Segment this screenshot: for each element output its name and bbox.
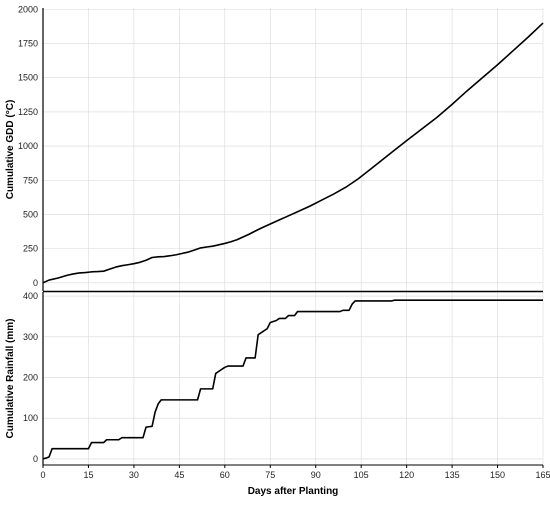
gdd-panel: 0 250 500 750 1000 1250 1500 1750 2000 Cumulative… bbox=[5, 4, 544, 291]
x-tick-label: 15 bbox=[83, 470, 93, 480]
x-tick-label: 90 bbox=[311, 470, 321, 480]
x-axis-title: Days after Planting bbox=[248, 486, 339, 497]
x-tick-label: 150 bbox=[490, 470, 505, 480]
gdd-ytick-label: 500 bbox=[23, 209, 38, 219]
rainfall-panel: 0 100 200 300 400 Cumulative Rainfall (mm) bbox=[5, 291, 544, 465]
x-tick-label: 135 bbox=[445, 470, 460, 480]
gdd-ytick-label: 1000 bbox=[18, 141, 38, 151]
gdd-ytick-label: 1750 bbox=[18, 39, 38, 49]
gdd-series-line bbox=[42, 22, 544, 284]
gdd-ytick-label: 250 bbox=[23, 244, 38, 254]
gdd-ytick-label: 2000 bbox=[18, 4, 38, 14]
x-tick-label: 30 bbox=[129, 470, 139, 480]
rainfall-ytick-label: 400 bbox=[23, 291, 38, 301]
rainfall-series-line bbox=[42, 299, 543, 460]
gdd-ytick-label: 750 bbox=[23, 175, 38, 185]
x-tick-label: 45 bbox=[174, 470, 184, 480]
x-tick-label: 0 bbox=[40, 470, 45, 480]
x-tick-label: 165 bbox=[535, 470, 550, 480]
x-tick-label: 75 bbox=[265, 470, 275, 480]
rainfall-ytick-label: 200 bbox=[23, 372, 38, 382]
x-tick-label: 105 bbox=[354, 470, 369, 480]
gdd-ylabel: Cumulative GDD (°C) bbox=[5, 100, 16, 200]
rainfall-ytick-label: 100 bbox=[23, 413, 38, 423]
gdd-ytick-label: 1250 bbox=[18, 107, 38, 117]
x-tick-label: 60 bbox=[220, 470, 230, 480]
gdd-ytick-label: 0 bbox=[33, 278, 38, 288]
gdd-ytick-label: 1500 bbox=[18, 73, 38, 83]
x-tick-label: 120 bbox=[399, 470, 414, 480]
rainfall-ylabel: Cumulative Rainfall (mm) bbox=[5, 318, 16, 438]
rainfall-ytick-label: 0 bbox=[33, 454, 38, 464]
rainfall-ytick-label: 300 bbox=[23, 332, 38, 342]
